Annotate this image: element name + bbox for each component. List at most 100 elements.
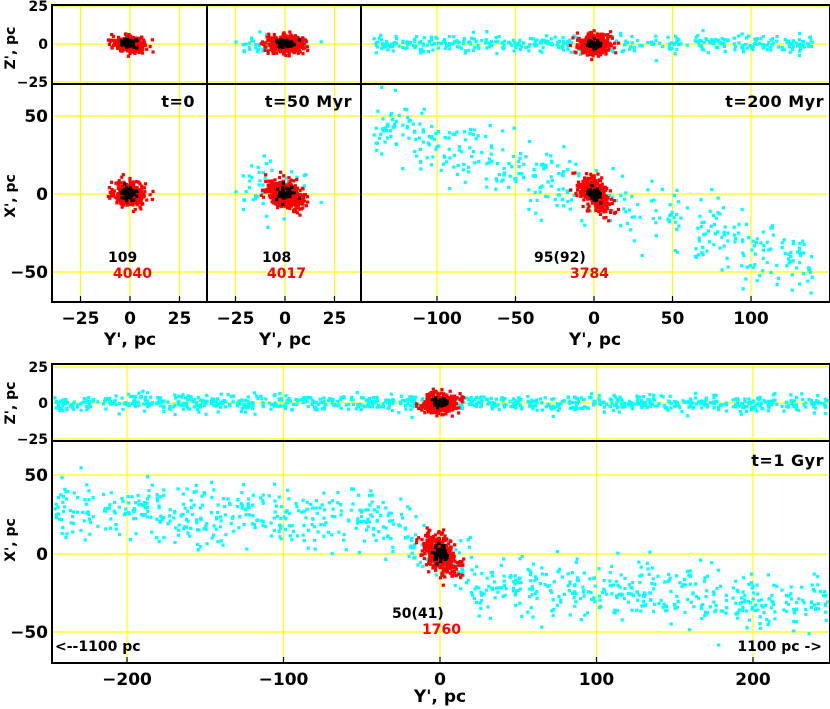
tail-xy-point-t-1-gyr-374	[141, 513, 145, 518]
tail-z-point-t-200-myr-64	[472, 37, 476, 41]
tail-z-point-t-200-myr-404	[651, 41, 655, 45]
tail-xy-point-t-1-gyr-582	[107, 506, 112, 510]
tail-z-point-t-1-gyr-714	[656, 404, 660, 408]
tail-xy-point-t-1-gyr-658	[493, 596, 497, 600]
tail-xy-point-t-1-gyr-497	[592, 576, 596, 580]
tail-xy-point-t-200-myr-283	[758, 273, 762, 278]
cluster-z-point-t-50-myr-399	[303, 38, 307, 42]
tail-xy-point-t-1-gyr-398	[237, 526, 241, 530]
tail-z-point-t-1-gyr-466	[604, 402, 609, 406]
cluster-z-point-t-200-myr-777	[582, 38, 586, 43]
tail-xy-point-t-200-myr-148	[761, 256, 765, 260]
tail-xy-point-t-200-myr-329	[383, 140, 387, 144]
tail-xy-point-t-1-gyr-421	[287, 497, 291, 501]
tail-xy-point-t-1-gyr-350	[184, 517, 189, 522]
tail-xy-point-t-1-gyr-723	[809, 605, 813, 609]
cluster-xy-point-t-200-myr-678	[585, 180, 589, 184]
tail-xy-point-t-1-gyr-109	[705, 574, 710, 578]
cluster-xy-point-t-0-373	[138, 188, 142, 192]
tail-xy-point-t-1-gyr-603	[761, 605, 765, 609]
tail-z-point-t-200-myr-37	[528, 36, 533, 41]
tail-xy-point-t-1-gyr-112	[792, 629, 796, 633]
tail-z-point-t-1-gyr-545	[192, 398, 196, 402]
tail-z-point-t-200-myr-2	[638, 43, 642, 48]
tail-xy-point-t-1-gyr-572	[91, 515, 95, 519]
tail-xy-point-t-1-gyr-119	[600, 590, 605, 595]
tail-xy-point-t-200-myr-381	[545, 152, 549, 156]
tail-xy-point-t-200-myr-28	[447, 147, 451, 151]
tail-z-point-t-1-gyr-446	[322, 405, 327, 409]
tail-xy-point-t-200-myr-117	[810, 275, 814, 279]
tail-xy-point-t-1-gyr-561	[725, 598, 729, 603]
tail-z-point-t-200-myr-48	[401, 45, 405, 50]
tail-xy-point-t-200-myr-323	[427, 134, 431, 139]
cluster-xy-point-t-0-357	[132, 209, 136, 214]
cluster-xy-point-t-0-348	[121, 182, 125, 186]
cluster-xy-point-t-50-myr-397	[290, 194, 294, 198]
tail-xy-point-t-1-gyr-147	[724, 606, 728, 610]
tail-xy-point-t-1-gyr-178	[236, 497, 240, 502]
tail-xy-point-t-1-gyr-647	[375, 518, 380, 522]
tail-xy-point-t-200-myr-209	[490, 145, 494, 150]
tail-xy-point-t-200-myr-236	[381, 129, 385, 133]
tail-z-point-t-200-myr-217	[789, 41, 793, 46]
cluster-z-point-t-200-myr-768	[610, 36, 614, 40]
tail-z-point-t-200-myr-83	[780, 45, 784, 50]
tail-z-point-t-1-gyr-590	[370, 402, 374, 407]
tail-z-point-t-1-gyr-191	[635, 402, 639, 406]
tail-xy-point-t-1-gyr-301	[579, 618, 583, 622]
tail-z-point-t-50-myr-22	[257, 43, 261, 48]
tail-xy-point-t-1-gyr-618	[420, 543, 424, 547]
tail-z-point-t-1-gyr-9	[134, 404, 138, 409]
cluster-z-point-t-0-65	[118, 49, 123, 53]
cluster-xy-point-t-200-myr-591	[579, 193, 583, 197]
cluster-z-point-t-0-297	[125, 35, 129, 39]
cluster-z-point-t-0-292	[131, 35, 135, 40]
tail-xy-point-t-1-gyr-382	[744, 609, 749, 613]
tail-xy-point-t-200-myr-19	[375, 148, 379, 152]
tail-z-point-t-1-gyr-197	[712, 400, 716, 404]
tail-z-point-t-1-gyr-665	[339, 395, 343, 400]
tail-z-point-t-200-myr-98	[710, 38, 714, 42]
tail-xy-point-t-50-myr-42	[256, 194, 260, 199]
cluster-xy-point-t-50-myr-105	[287, 182, 291, 186]
tail-xy-point-t-1-gyr-704	[734, 579, 738, 583]
core-z-point-t-50-myr-461	[279, 42, 283, 46]
tail-z-point-t-1-gyr-611	[176, 400, 180, 404]
tail-z-point-t-200-myr-228	[769, 48, 773, 52]
tail-xy-point-t-200-myr-189	[786, 257, 791, 261]
tail-xy-point-t-200-myr-311	[672, 215, 676, 220]
tail-xy-point-t-200-myr-24	[436, 129, 441, 134]
tail-z-point-t-200-myr-209	[490, 40, 494, 44]
tail-z-point-t-200-myr-201	[701, 28, 705, 33]
tail-z-point-t-1-gyr-215	[590, 392, 594, 396]
tail-xy-point-t-50-myr-5	[247, 186, 252, 190]
tail-z-point-t-1-gyr-19	[754, 404, 758, 408]
cluster-xy-point-t-50-myr-330	[264, 173, 268, 177]
tail-xy-point-t-1-gyr-670	[782, 608, 786, 612]
tail-xy-point-t-1-gyr-317	[703, 610, 708, 614]
core-z-point-t-0-414	[126, 37, 130, 42]
cluster-z-point-t-200-myr-798	[575, 38, 580, 42]
tail-xy-point-t-1-gyr-215	[590, 597, 594, 601]
core-z-point-t-0-411	[135, 39, 139, 43]
tail-xy-point-t-1-gyr-97	[653, 582, 657, 586]
tail-z-point-t-1-gyr-222	[538, 397, 542, 401]
tail-xy-point-t-200-myr-165	[451, 132, 455, 136]
tail-xy-point-t-1-gyr-87	[819, 589, 823, 593]
tail-z-point-t-200-myr-46	[460, 46, 464, 50]
tail-xy-point-t-1-gyr-510	[142, 500, 147, 505]
tail-xy-point-t-200-myr-31	[434, 131, 438, 136]
tail-xy-point-t-1-gyr-542	[623, 586, 627, 591]
tail-z-point-t-1-gyr-579	[113, 398, 117, 403]
tail-xy-point-t-200-myr-380	[700, 221, 704, 225]
tail-xy-point-t-1-gyr-429	[361, 519, 366, 523]
cluster-z-point-t-0-376	[127, 46, 132, 50]
tail-z-point-t-1-gyr-532	[500, 396, 504, 400]
tail-xy-point-t-1-gyr-478	[342, 538, 346, 542]
tail-xy-point-t-1-gyr-532	[500, 586, 504, 590]
tail-z-point-t-1-gyr-735	[508, 399, 512, 403]
tail-xy-point-t-1-gyr-287	[288, 534, 293, 538]
tail-xy-point-t-1-gyr-539	[812, 603, 817, 607]
tail-z-point-t-200-myr-147	[685, 43, 689, 47]
